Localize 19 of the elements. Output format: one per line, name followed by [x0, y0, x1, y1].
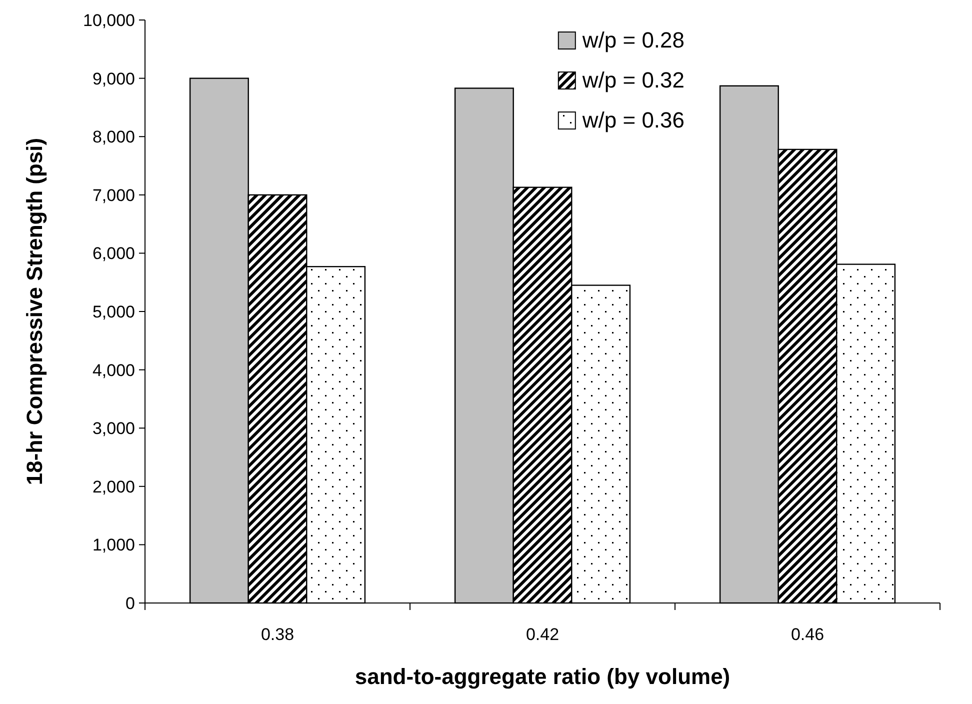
- y-tick-label: 8,000: [92, 128, 135, 147]
- y-tick-label: 1,000: [92, 536, 135, 555]
- y-tick-label: 10,000: [83, 10, 135, 30]
- x-tick-label: 0.38: [260, 625, 294, 644]
- x-tick-label: 0.42: [526, 625, 560, 644]
- legend-label: w/p = 0.32: [581, 68, 685, 93]
- y-tick-label: 5,000: [92, 302, 135, 322]
- x-tick-label: 0.46: [790, 625, 824, 644]
- y-tick-label: 0: [126, 594, 135, 613]
- y-tick-label: 7,000: [92, 186, 135, 205]
- y-tick-label: 3,000: [92, 419, 135, 438]
- y-tick-label: 6,000: [92, 244, 135, 264]
- legend-label: w/p = 0.36: [581, 108, 685, 133]
- y-tick-label: 2,000: [92, 477, 135, 496]
- y-axis-title: 18-hr Compressive Strength (psi): [22, 138, 47, 486]
- y-tick-label: 9,000: [92, 69, 135, 88]
- legend-label: w/p = 0.28: [581, 28, 685, 53]
- y-tick-label: 4,000: [92, 360, 135, 380]
- x-axis-title: sand-to-aggregate ratio (by volume): [354, 664, 730, 689]
